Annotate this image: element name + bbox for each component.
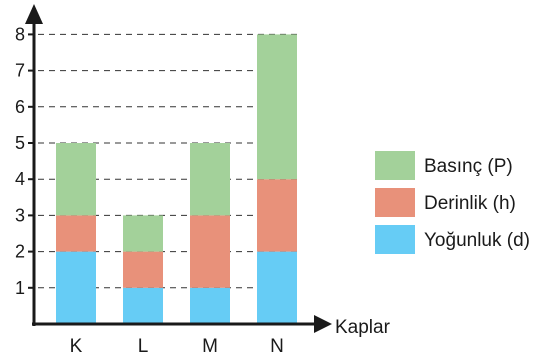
bar-L-series-1	[123, 251, 163, 288]
y-tick-label-2: 2	[15, 242, 25, 262]
bar-M-series-0	[190, 287, 230, 324]
legend-swatch-0	[375, 151, 415, 180]
legend-label-0: Basınç (P)	[424, 156, 513, 177]
y-tick-label-3: 3	[15, 205, 25, 225]
y-tick-label-8: 8	[15, 24, 25, 44]
x-category-label-N: N	[270, 336, 284, 357]
x-axis-label: Kaplar	[335, 317, 391, 338]
x-category-label-M: M	[202, 336, 218, 357]
bar-K-series-2	[56, 143, 96, 216]
x-category-label-L: L	[138, 336, 149, 357]
x-category-label-K: K	[70, 336, 83, 357]
bar-N-series-1	[257, 179, 297, 252]
y-tick-label-1: 1	[15, 278, 25, 298]
y-tick-label-6: 6	[15, 97, 25, 117]
y-tick-label-7: 7	[15, 61, 25, 81]
y-tick-label-5: 5	[15, 133, 25, 153]
legend-swatch-2	[375, 225, 415, 254]
x-axis-arrow	[314, 315, 332, 333]
x-categories: K L M N	[70, 336, 284, 357]
legend-swatch-1	[375, 188, 415, 217]
legend: Basınç (P) Derinlik (h) Yoğunluk (d)	[375, 151, 530, 254]
y-ticks: 1 2 3 4 5 6 7 8	[15, 24, 34, 298]
y-axis-arrow	[25, 4, 43, 24]
bar-K-series-1	[56, 215, 96, 252]
bar-K-series-0	[56, 251, 96, 324]
legend-label-1: Derinlik (h)	[424, 193, 516, 214]
bar-L-series-0	[123, 287, 163, 324]
bar-L-series-2	[123, 215, 163, 252]
bar-N-series-2	[257, 34, 297, 180]
bar-N-series-0	[257, 251, 297, 324]
legend-label-2: Yoğunluk (d)	[424, 230, 530, 251]
bar-M-series-2	[190, 143, 230, 216]
y-tick-label-4: 4	[15, 169, 25, 189]
bar-M-series-1	[190, 215, 230, 288]
bars	[56, 34, 297, 324]
